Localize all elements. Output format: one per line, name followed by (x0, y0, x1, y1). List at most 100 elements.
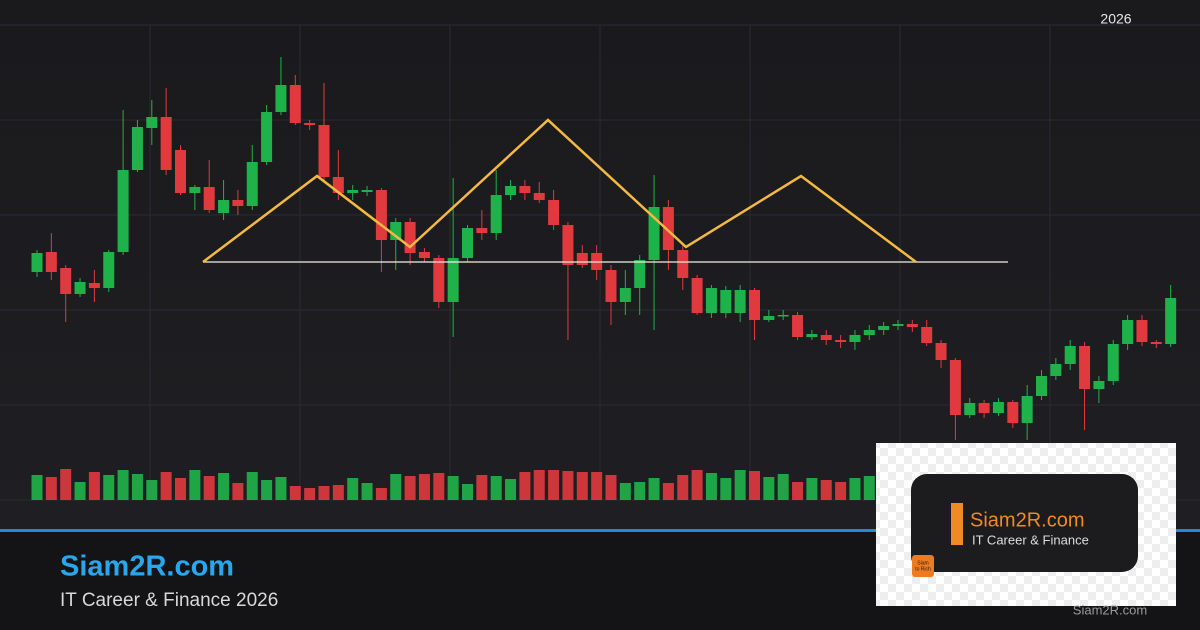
candle-body (849, 335, 861, 342)
volume-bar (662, 483, 674, 500)
volume-bar (131, 474, 143, 500)
volume-bar (189, 470, 201, 500)
volume-bar (117, 470, 129, 500)
volume-bar (361, 483, 373, 500)
candle-body (978, 403, 990, 413)
volume-bar (734, 470, 746, 500)
candle-body (117, 170, 129, 252)
candle-body (749, 290, 760, 320)
volume-bar (576, 472, 588, 500)
volume-bar (619, 483, 631, 500)
volume-bar (792, 482, 804, 500)
candle-body (648, 207, 660, 260)
candle-body (31, 253, 43, 272)
volume-bar (175, 478, 186, 500)
volume-bar (691, 470, 703, 500)
volume-bar (720, 478, 732, 500)
volume-bar (203, 476, 215, 500)
candle-body (576, 253, 588, 265)
volume-bar (519, 472, 531, 500)
volume-bar (404, 476, 416, 500)
candle-body (261, 112, 273, 162)
volume-bar (218, 473, 230, 500)
candle-body (318, 125, 330, 177)
candle-body (246, 162, 258, 206)
volume-bar (45, 477, 57, 500)
candle-body (289, 85, 301, 123)
volume-bar (146, 480, 158, 500)
candle-body (734, 290, 746, 313)
volume-bar (31, 475, 43, 500)
candle-body (433, 258, 445, 302)
volume-bar (548, 470, 560, 500)
volume-bar (705, 473, 717, 500)
candle-body (447, 258, 459, 302)
volume-bar (777, 474, 789, 500)
candle-body (548, 200, 560, 225)
volume-bar (835, 482, 847, 500)
candle-body (964, 403, 976, 415)
volume-bar (820, 480, 832, 500)
candle-body (375, 190, 387, 240)
pattern-line (202, 118, 917, 264)
logo-bar (951, 503, 963, 545)
candle-body (763, 316, 775, 320)
logo-card (911, 474, 1138, 572)
candle-body (562, 225, 574, 265)
candle-body (533, 193, 545, 200)
candle-body (992, 402, 1004, 413)
candle-body (232, 200, 244, 206)
candle-body (863, 330, 875, 335)
footer-subtitle: IT Career & Finance 2026 (60, 590, 278, 611)
volume-bar (289, 486, 301, 500)
year-label: 2026 (1100, 11, 1131, 27)
candle-body (677, 250, 689, 278)
volume-bar (390, 474, 402, 500)
volume-bar (605, 475, 617, 500)
volume-bar (60, 469, 72, 500)
candle-body (949, 360, 961, 415)
footer-title: Siam2R.com (60, 551, 234, 583)
volume-bar (677, 475, 689, 500)
candle-body (275, 85, 287, 112)
volume-bar (505, 479, 517, 500)
volume-bar (232, 483, 244, 500)
volume-bar (418, 474, 430, 500)
candle-body (146, 117, 158, 128)
volume-bar (74, 482, 86, 500)
volume-bar (591, 472, 603, 500)
candle-body (131, 127, 143, 170)
candle-body (390, 222, 402, 240)
candle-body (792, 315, 804, 337)
volume-bar (304, 488, 316, 500)
candle-body (1150, 342, 1162, 344)
volume-bar (749, 471, 760, 500)
candle-body (88, 283, 100, 288)
volume-bar (806, 478, 818, 500)
candle-body (505, 186, 517, 195)
candle-body (519, 186, 531, 193)
candle-body (921, 327, 933, 343)
candle-body (418, 252, 430, 258)
candle-body (1064, 346, 1076, 364)
candle-body (404, 222, 416, 253)
candle-body (490, 195, 502, 233)
volume-bar (562, 471, 574, 500)
volume-bar (648, 478, 660, 500)
candle-body (820, 335, 832, 340)
volume-bar (490, 476, 502, 500)
volume-bar (763, 477, 775, 500)
logo-title: Siam2R.com (970, 509, 1084, 531)
candle-body (1093, 381, 1105, 389)
volume-bar (347, 478, 359, 500)
volume-bar (246, 472, 258, 500)
volume-bar (447, 476, 459, 500)
volume-bar (275, 477, 287, 500)
candle-body (619, 288, 631, 302)
candle-body (45, 252, 57, 272)
candle-body (705, 288, 717, 313)
candle-body (1122, 320, 1134, 344)
candle-body (806, 334, 818, 337)
candle-body (1079, 346, 1091, 389)
